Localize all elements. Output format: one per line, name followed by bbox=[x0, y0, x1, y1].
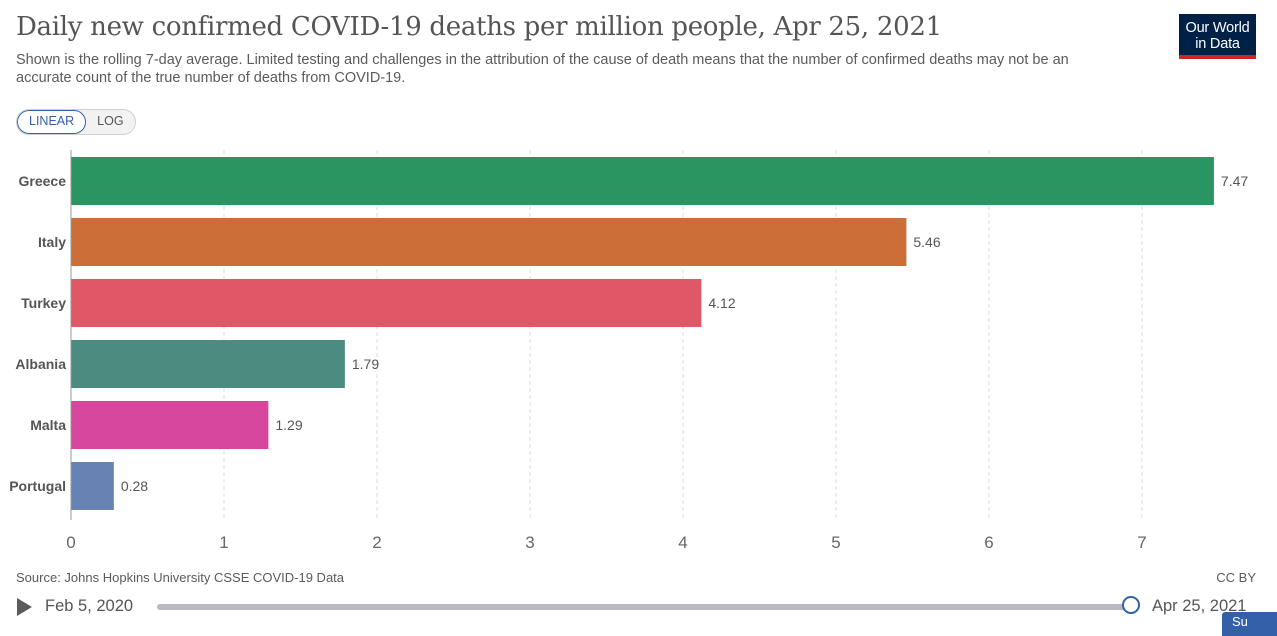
x-tick-label: 6 bbox=[984, 533, 993, 552]
value-label: 7.47 bbox=[1221, 173, 1248, 189]
x-tick-label: 0 bbox=[66, 533, 75, 552]
category-label: Italy bbox=[38, 234, 66, 250]
linear-scale-button[interactable]: LINEAR bbox=[17, 110, 87, 134]
timeline-end-label: Apr 25, 2021 bbox=[1152, 597, 1247, 615]
category-label: Malta bbox=[30, 417, 66, 433]
bar-greece[interactable] bbox=[71, 157, 1214, 205]
bar-turkey[interactable] bbox=[71, 279, 702, 327]
category-label: Albania bbox=[15, 356, 66, 372]
value-label: 1.29 bbox=[275, 417, 302, 433]
play-icon[interactable] bbox=[17, 598, 32, 616]
scale-toggle[interactable]: LINEAR LOG bbox=[16, 109, 136, 135]
value-label: 1.79 bbox=[352, 356, 379, 372]
category-label: Greece bbox=[19, 173, 67, 189]
bar-chart: Greece 7.47 Italy 5.46 Turkey 4.12 Albania 1.79… bbox=[9, 150, 1248, 552]
source-note[interactable]: Source: Johns Hopkins University CSSE CO… bbox=[16, 570, 345, 585]
value-label: 4.12 bbox=[708, 295, 735, 311]
x-tick-label: 5 bbox=[831, 533, 840, 552]
category-label: Portugal bbox=[9, 478, 66, 494]
logo-line-2: in Data bbox=[1195, 36, 1240, 52]
bar-albania[interactable] bbox=[71, 340, 345, 388]
bar-portugal[interactable] bbox=[71, 462, 114, 510]
chart-title: Daily new confirmed COVID-19 deaths per … bbox=[16, 12, 942, 42]
timeline-start-label: Feb 5, 2020 bbox=[45, 597, 134, 615]
value-label: 0.28 bbox=[121, 478, 148, 494]
owid-logo[interactable]: Our World in Data bbox=[1179, 14, 1256, 59]
bar-malta[interactable] bbox=[71, 401, 269, 449]
chart-subtitle: Shown is the rolling 7-day average. Limi… bbox=[16, 52, 1069, 86]
timeline-track[interactable] bbox=[157, 604, 1132, 610]
category-label: Turkey bbox=[21, 295, 66, 311]
value-label: 5.46 bbox=[913, 234, 940, 250]
x-tick-label: 7 bbox=[1137, 533, 1146, 552]
timeline[interactable]: Feb 5, 2020 Apr 25, 2021 bbox=[0, 590, 1277, 627]
logo-line-1: Our World bbox=[1185, 20, 1250, 36]
logo-bar bbox=[1179, 55, 1256, 59]
log-scale-button[interactable]: LOG bbox=[97, 114, 124, 128]
bar-italy[interactable] bbox=[71, 218, 907, 266]
license-label[interactable]: CC BY bbox=[1216, 570, 1256, 585]
x-tick-label: 3 bbox=[525, 533, 534, 552]
x-tick-label: 4 bbox=[678, 533, 687, 552]
corner-button[interactable]: Su bbox=[1222, 612, 1277, 636]
x-tick-label: 1 bbox=[219, 533, 228, 552]
x-tick-label: 2 bbox=[372, 533, 381, 552]
timeline-handle[interactable] bbox=[1122, 596, 1140, 614]
